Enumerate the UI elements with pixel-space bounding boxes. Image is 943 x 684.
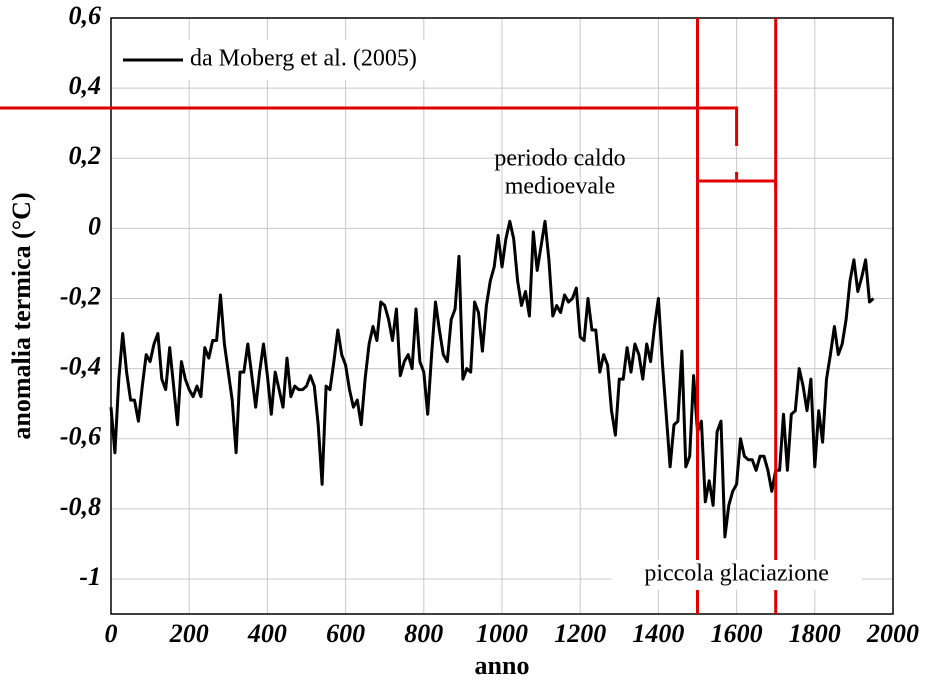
- x-axis-label: anno: [475, 651, 530, 680]
- x-tick-label: 1600: [711, 619, 763, 648]
- plot-frame: [110, 17, 894, 615]
- annotation-text: medioevale: [505, 174, 616, 200]
- x-tick-label: 200: [169, 619, 209, 648]
- x-tick-label: 800: [404, 619, 443, 648]
- y-tick-label: -0,8: [60, 492, 101, 521]
- annotation-text: piccola glaciazione: [644, 561, 829, 587]
- data-line: [109, 219, 875, 539]
- y-tick-label: -0,6: [60, 422, 101, 451]
- x-tick-label: 600: [326, 619, 365, 648]
- x-tick-label: 400: [247, 619, 287, 648]
- y-tick-label: -0,4: [60, 352, 101, 381]
- y-tick-label: -0,2: [60, 281, 101, 310]
- y-axis-label: anomalia termica (°C): [7, 192, 36, 439]
- bracket: [696, 172, 778, 190]
- annotation-bg: [611, 560, 862, 590]
- pointer-line: [0, 106, 739, 146]
- y-tick-label: 0,6: [69, 1, 102, 30]
- y-tick-label: 0,2: [69, 141, 102, 170]
- x-tick-label: 1400: [632, 619, 684, 648]
- x-tick-label: 1800: [789, 619, 841, 648]
- x-tick-label: 0: [105, 619, 118, 648]
- annotation-text: periodo caldo: [494, 146, 625, 172]
- x-tick-label: 1200: [554, 619, 606, 648]
- x-tick-label: 2000: [866, 619, 919, 648]
- legend-label: da Moberg et al. (2005): [190, 46, 417, 72]
- y-tick-label: 0: [88, 211, 101, 240]
- y-tick-label: -1: [79, 562, 101, 591]
- y-tick-label: 0,4: [69, 71, 102, 100]
- x-tick-label: 1000: [476, 619, 528, 648]
